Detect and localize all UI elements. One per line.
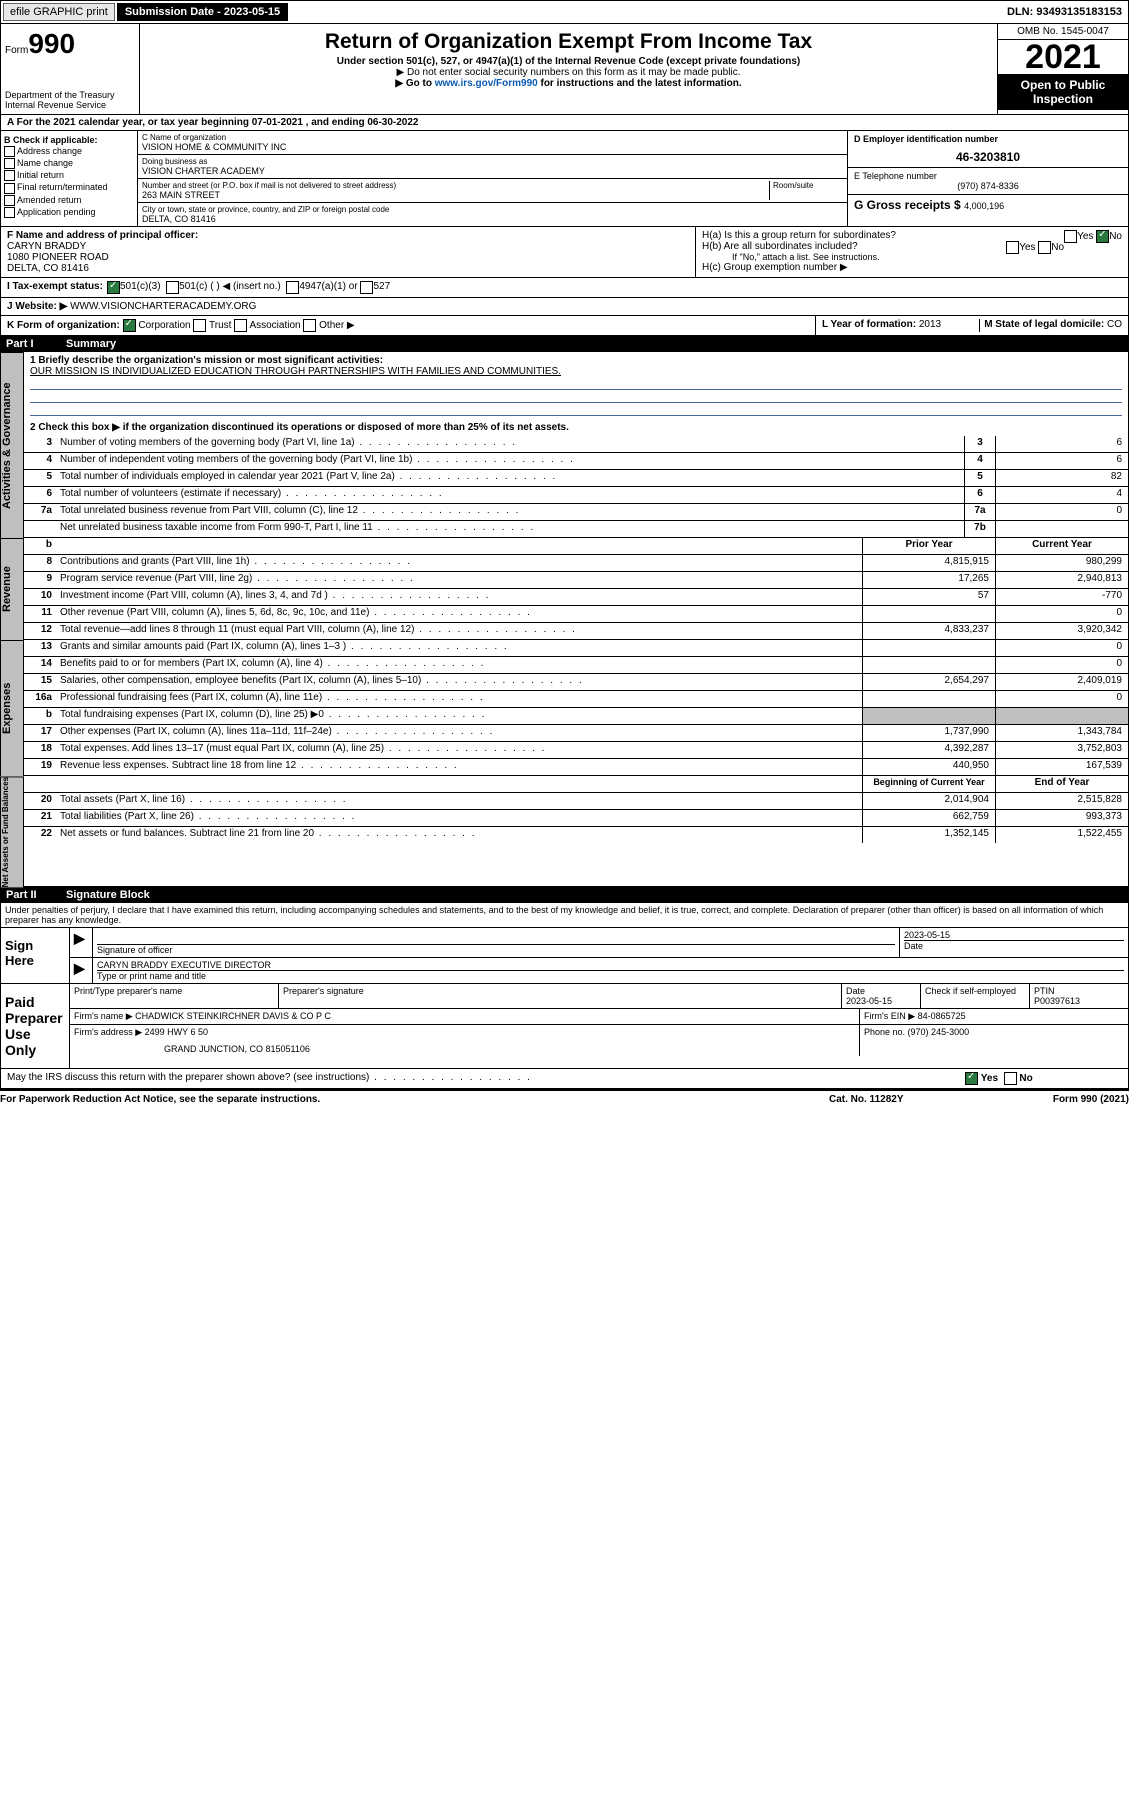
chk-initial[interactable]: Initial return [17, 170, 64, 180]
website[interactable]: WWW.VISIONCHARTERACADEMY.ORG [67, 301, 256, 312]
dba: VISION CHARTER ACADEMY [142, 166, 843, 176]
form-number: Form990 [5, 28, 135, 60]
city: DELTA, CO 81416 [142, 214, 843, 224]
chk-amended[interactable]: Amended return [17, 195, 82, 205]
gross-receipts: 4,000,196 [964, 201, 1004, 211]
section-b: B Check if applicable: Address change Na… [1, 131, 138, 226]
officer-sig-name: CARYN BRADDY EXECUTIVE DIRECTOR [97, 960, 1124, 970]
submission-date: Submission Date - 2023-05-15 [117, 3, 288, 21]
line-4: 4Number of independent voting members of… [24, 453, 1128, 470]
officer-name: CARYN BRADDY [7, 241, 689, 252]
sec-net-assets: Net Assets or Fund Balances Beginning of… [0, 776, 1129, 887]
line-7a: 7aTotal unrelated business revenue from … [24, 504, 1128, 521]
street: 263 MAIN STREET [142, 190, 769, 200]
line-15: 15Salaries, other compensation, employee… [24, 674, 1128, 691]
sec-revenue: Revenue bPrior YearCurrent Year 8Contrib… [0, 538, 1129, 640]
line-20: 20Total assets (Part X, line 16)2,014,90… [24, 793, 1128, 810]
firm-name: CHADWICK STEINKIRCHNER DAVIS & CO P C [135, 1011, 331, 1021]
discuss-yes[interactable] [965, 1072, 978, 1085]
line-8: 8Contributions and grants (Part VIII, li… [24, 555, 1128, 572]
paid-preparer: Paid Preparer Use Only Print/Type prepar… [0, 984, 1129, 1069]
sig-date: 2023-05-15 [904, 930, 1124, 940]
form-title: Return of Organization Exempt From Incom… [144, 30, 993, 54]
may-discuss: May the IRS discuss this return with the… [1, 1069, 962, 1088]
topbar: efile GRAPHIC print Submission Date - 20… [0, 0, 1129, 24]
sign-here: Sign Here ▶ Signature of officer 2023-05… [0, 928, 1129, 984]
line-21: 21Total liabilities (Part X, line 26)662… [24, 810, 1128, 827]
dln: DLN: 93493135183153 [1001, 3, 1128, 21]
h-b: H(b) Are all subordinates included? Yes … [702, 241, 1122, 252]
form-header: Form990 Department of the Treasury Inter… [0, 24, 1129, 115]
officer-addr: 1080 PIONEER ROAD [7, 252, 689, 263]
efile-print-btn[interactable]: efile GRAPHIC print [3, 3, 115, 21]
tax-year-range: A For the 2021 calendar year, or tax yea… [0, 115, 1129, 131]
line-22: 22Net assets or fund balances. Subtract … [24, 827, 1128, 843]
chk-pending[interactable]: Application pending [17, 207, 96, 217]
line-6: 6Total number of volunteers (estimate if… [24, 487, 1128, 504]
year-formation: 2013 [919, 319, 941, 330]
footer: For Paperwork Reduction Act Notice, see … [0, 1091, 1129, 1108]
sec-expenses: Expenses 13Grants and similar amounts pa… [0, 640, 1129, 776]
mission: OUR MISSION IS INDIVIDUALIZED EDUCATION … [30, 366, 1122, 377]
line-2: 2 Check this box ▶ if the organization d… [24, 419, 1128, 436]
line-b: bTotal fundraising expenses (Part IX, co… [24, 708, 1128, 725]
declaration: Under penalties of perjury, I declare th… [0, 903, 1129, 928]
domicile: CO [1107, 319, 1122, 330]
h-a: H(a) Is this a group return for subordin… [702, 230, 1122, 241]
form-note-link: ▶ Go to www.irs.gov/Form990 for instruct… [144, 78, 993, 89]
form-note-ssn: ▶ Do not enter social security numbers o… [144, 67, 993, 78]
line-11: 11Other revenue (Part VIII, column (A), … [24, 606, 1128, 623]
firm-ein: 84-0865725 [918, 1011, 966, 1021]
telephone: (970) 874-8336 [854, 181, 1122, 191]
entity-block: B Check if applicable: Address change Na… [0, 131, 1129, 227]
ein: 46-3203810 [956, 150, 1020, 164]
prep-self-emp[interactable]: Check if self-employed [921, 984, 1030, 1008]
dept: Department of the Treasury [5, 90, 135, 100]
part-ii-header: Part IISignature Block [0, 887, 1129, 903]
h-c: H(c) Group exemption number ▶ [702, 262, 1122, 273]
form-subtitle: Under section 501(c), 527, or 4947(a)(1)… [144, 56, 993, 67]
line-: Net unrelated business taxable income fr… [24, 521, 1128, 537]
chk-final[interactable]: Final return/terminated [17, 182, 108, 192]
part-i-header: Part ISummary [0, 336, 1129, 352]
chk-name-change[interactable]: Name change [17, 158, 73, 168]
org-name: VISION HOME & COMMUNITY INC [142, 142, 843, 152]
line-14: 14Benefits paid to or for members (Part … [24, 657, 1128, 674]
firm-city: GRAND JUNCTION, CO 815051106 [74, 1038, 855, 1054]
chk-addr-change[interactable]: Address change [17, 146, 82, 156]
line-3: 3Number of voting members of the governi… [24, 436, 1128, 453]
irs-link[interactable]: www.irs.gov/Form990 [435, 78, 538, 89]
line-9: 9Program service revenue (Part VIII, lin… [24, 572, 1128, 589]
ptin: P00397613 [1034, 996, 1124, 1006]
line-13: 13Grants and similar amounts paid (Part … [24, 640, 1128, 657]
prep-date: 2023-05-15 [846, 996, 916, 1006]
chk-501c3[interactable] [107, 281, 120, 294]
firm-phone: (970) 245-3000 [908, 1027, 970, 1037]
open-to-inspection: Open to Public Inspection [998, 74, 1128, 110]
line-12: 12Total revenue—add lines 8 through 11 (… [24, 623, 1128, 639]
firm-addr: 2499 HWY 6 50 [145, 1027, 208, 1037]
chk-corp[interactable] [123, 319, 136, 332]
line-17: 17Other expenses (Part IX, column (A), l… [24, 725, 1128, 742]
irs: Internal Revenue Service [5, 100, 135, 110]
officer-city: DELTA, CO 81416 [7, 263, 689, 274]
line-18: 18Total expenses. Add lines 13–17 (must … [24, 742, 1128, 759]
tax-year: 2021 [998, 40, 1128, 74]
line-5: 5Total number of individuals employed in… [24, 470, 1128, 487]
line-16a: 16aProfessional fundraising fees (Part I… [24, 691, 1128, 708]
line-10: 10Investment income (Part VIII, column (… [24, 589, 1128, 606]
line-19: 19Revenue less expenses. Subtract line 1… [24, 759, 1128, 775]
sec-activities-governance: Activities & Governance 1 Briefly descri… [0, 352, 1129, 538]
